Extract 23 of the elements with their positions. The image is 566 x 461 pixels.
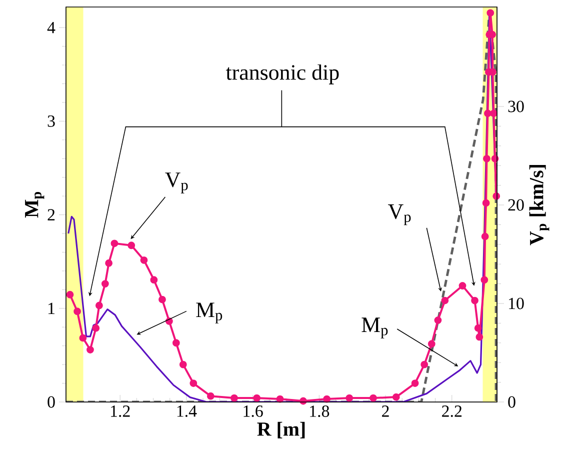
y2-tick-label: 10	[509, 298, 524, 310]
y-tick-label: 2	[48, 209, 55, 220]
y-tick-label: 1	[48, 302, 54, 314]
x-tick-label: 1.2	[110, 406, 130, 417]
x-axis-title: R [m]	[257, 422, 305, 438]
y2-tick-label: 0	[508, 396, 516, 408]
annotation: transonic dip	[226, 64, 339, 84]
x-tick-label: 1.8	[310, 406, 330, 417]
y-tick-label: 4	[47, 22, 56, 34]
y-tick-label: 3	[48, 115, 55, 127]
y2-tick-label: 30	[508, 100, 524, 112]
y-tick-label: 0	[48, 396, 55, 408]
y2-tick-label: 20	[508, 199, 524, 211]
annotation: V$_{p}$	[388, 204, 411, 226]
x-tick-label: 2	[382, 406, 389, 417]
y-axis-title: M$_{p}$	[25, 192, 44, 218]
x-tick-label: 1.6	[244, 406, 263, 417]
annotation: M$_{p}$	[196, 302, 222, 324]
annotation: M$_{p}$	[362, 318, 388, 338]
x-tick-label: 2.2	[442, 406, 462, 417]
y2-axis-title: V$_{p}$ [km/s]	[529, 165, 550, 246]
x-tick-label: 1.4	[177, 406, 197, 417]
annotation: V$_{p}$	[165, 172, 188, 194]
